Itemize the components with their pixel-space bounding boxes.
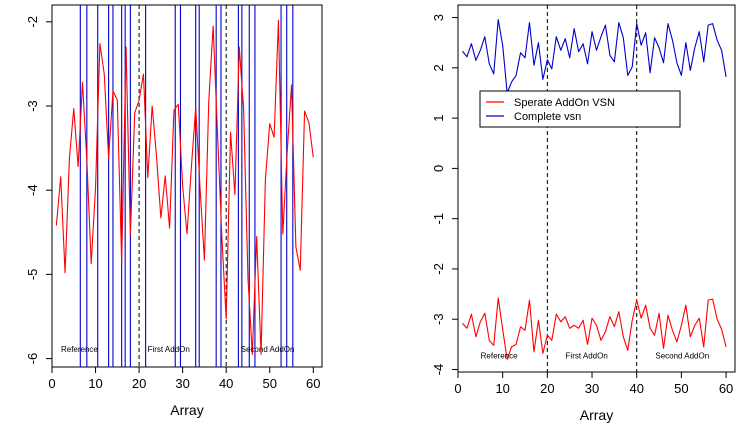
x-axis-title: Array	[170, 402, 203, 418]
y-tick-label: 2	[431, 64, 446, 71]
x-tick-label: 50	[263, 376, 277, 391]
y-tick-label: -2	[431, 263, 446, 275]
series-line-1	[462, 297, 727, 360]
y-tick-label: -3	[431, 313, 446, 325]
y-tick-label: -5	[25, 269, 40, 281]
y-tick-label: -3	[25, 100, 40, 112]
x-tick-label: 30	[175, 376, 189, 391]
y-tick-label: 3	[431, 14, 446, 21]
x-tick-label: 40	[219, 376, 233, 391]
left-plot: 0 10 20 30 40 50 60 -6 -5 -4 -3 -2 Array Reference Fir…	[25, 4, 323, 418]
plot-frame	[51, 4, 323, 368]
x-tick-label: 20	[132, 376, 146, 391]
y-tick-label: -1	[431, 213, 446, 225]
legend: Sperate AddOn VSN Complete vsn	[479, 90, 681, 128]
right-plot: 0 10 20 30 40 50 60 -4 -3 -2 -1 0 1 2 3 Array Reference F…	[431, 4, 736, 423]
y-tick-label: -4	[25, 184, 40, 196]
plot-frame	[457, 4, 736, 373]
x-tick-label: 20	[540, 381, 554, 396]
y-tick-label: -2	[25, 16, 40, 28]
legend-label: Sperate AddOn VSN	[514, 97, 615, 109]
x-tick-label: 0	[48, 376, 55, 391]
y-tick-label: 0	[431, 165, 446, 172]
y-tick-label: 1	[431, 114, 446, 121]
region-label: Second AddOn	[241, 345, 295, 354]
region-label: First AddOn	[148, 345, 190, 354]
x-axis-title: Array	[580, 407, 613, 423]
region-label: Second AddOn	[655, 351, 709, 360]
x-tick-label: 30	[585, 381, 599, 396]
x-tick-label: 50	[674, 381, 688, 396]
x-tick-label: 60	[306, 376, 320, 391]
region-label: Reference	[61, 345, 98, 354]
x-tick-label: 10	[495, 381, 509, 396]
x-tick-label: 60	[719, 381, 733, 396]
legend-label: Complete vsn	[514, 111, 581, 123]
y-tick-label: -6	[25, 353, 40, 365]
x-tick-label: 10	[88, 376, 102, 391]
series-line-0	[462, 19, 727, 94]
series-line-0	[55, 19, 314, 355]
region-label: Reference	[481, 351, 518, 360]
y-tick-label: -4	[431, 364, 446, 376]
x-tick-label: 0	[454, 381, 461, 396]
legend-box	[479, 90, 681, 128]
region-label: First AddOn	[566, 351, 608, 360]
x-tick-label: 40	[629, 381, 643, 396]
